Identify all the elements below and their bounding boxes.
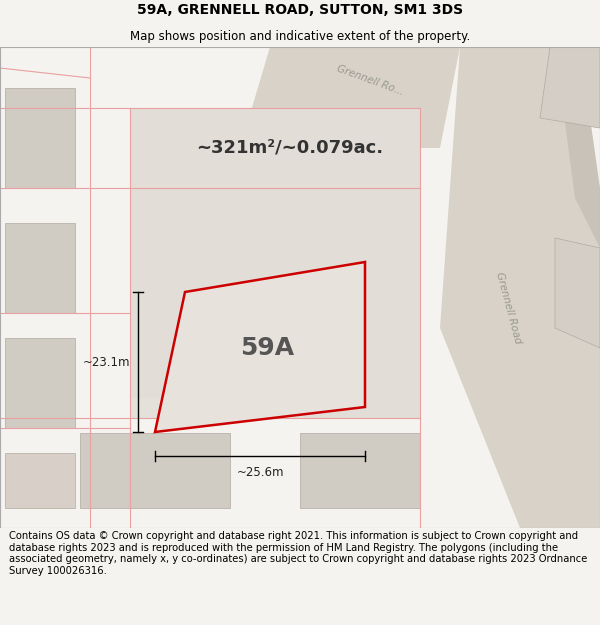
- Text: ~321m²/~0.079ac.: ~321m²/~0.079ac.: [196, 139, 383, 157]
- FancyBboxPatch shape: [130, 223, 240, 308]
- Polygon shape: [440, 47, 600, 528]
- Polygon shape: [555, 238, 600, 348]
- FancyBboxPatch shape: [300, 433, 420, 508]
- FancyBboxPatch shape: [5, 88, 75, 188]
- FancyBboxPatch shape: [130, 108, 420, 418]
- Polygon shape: [555, 47, 600, 248]
- Text: Grennell Ro...: Grennell Ro...: [335, 63, 405, 97]
- FancyBboxPatch shape: [5, 338, 75, 428]
- Polygon shape: [155, 262, 365, 432]
- Polygon shape: [240, 47, 460, 148]
- Text: Grennell Road: Grennell Road: [494, 271, 523, 345]
- Text: 59A, GRENNELL ROAD, SUTTON, SM1 3DS: 59A, GRENNELL ROAD, SUTTON, SM1 3DS: [137, 3, 463, 18]
- Text: 59A: 59A: [241, 336, 295, 360]
- Text: Map shows position and indicative extent of the property.: Map shows position and indicative extent…: [130, 30, 470, 43]
- Polygon shape: [540, 47, 600, 128]
- FancyBboxPatch shape: [80, 433, 230, 508]
- Text: ~25.6m: ~25.6m: [236, 466, 284, 479]
- FancyBboxPatch shape: [130, 108, 240, 188]
- Text: Contains OS data © Crown copyright and database right 2021. This information is : Contains OS data © Crown copyright and d…: [9, 531, 587, 576]
- Text: ~23.1m: ~23.1m: [83, 356, 130, 369]
- FancyBboxPatch shape: [5, 453, 75, 508]
- FancyBboxPatch shape: [5, 223, 75, 313]
- Polygon shape: [130, 108, 420, 418]
